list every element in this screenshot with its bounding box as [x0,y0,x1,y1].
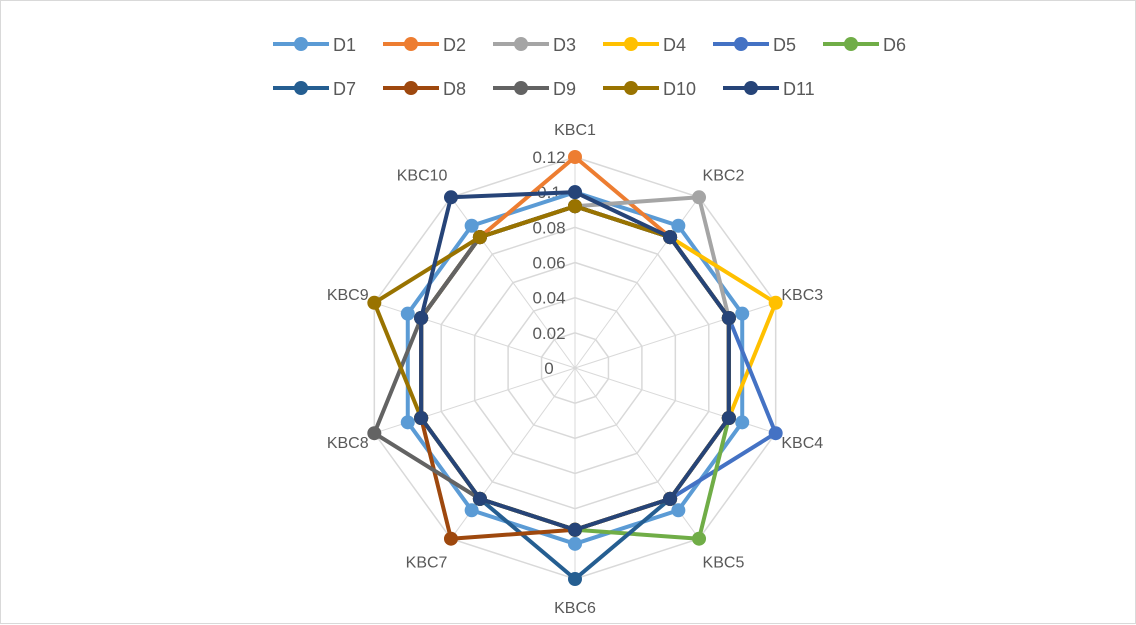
data-point [768,426,783,441]
data-point [692,531,707,546]
data-point [671,218,686,233]
legend-swatch-marker [624,81,638,95]
category-label: KBC5 [703,554,745,571]
data-point [721,311,736,326]
grid-layer [373,156,777,580]
data-point [568,185,582,200]
category-label: KBC9 [327,287,369,304]
legend-swatch-marker [294,37,308,51]
legend-label: D3 [553,35,576,55]
data-point [443,531,458,546]
data-point [692,190,707,205]
data-point [663,230,678,245]
legend-item-d5: D5 [713,35,796,55]
tick-label: 0.04 [532,289,565,308]
legend-item-d3: D3 [493,35,576,55]
legend-item-d4: D4 [603,35,686,55]
series-layer [367,150,783,586]
data-point [414,410,429,425]
legend-item-d7: D7 [273,79,356,99]
data-point [400,415,415,430]
data-point [367,426,382,441]
legend-label: D6 [883,35,906,55]
legend-swatch-marker [404,81,418,95]
legend-swatch-marker [294,81,308,95]
tick-label: 0.12 [532,148,565,167]
data-point [568,199,582,214]
legend-swatch-marker [514,81,528,95]
legend-swatch-marker [404,37,418,51]
data-point [472,230,487,245]
data-point [721,410,736,425]
legend-item-d1: D1 [273,35,356,55]
category-label: KBC7 [406,554,448,571]
legend-label: D5 [773,35,796,55]
category-label: KBC2 [703,168,745,185]
data-point [663,491,678,506]
data-point [568,150,582,164]
data-point [367,295,382,310]
legend-item-d8: D8 [383,79,466,99]
data-point [568,572,582,586]
data-point [568,522,582,537]
legend-item-d6: D6 [823,35,906,55]
legend-item-d9: D9 [493,79,576,99]
legend-label: D9 [553,79,576,99]
legend-item-d2: D2 [383,35,466,55]
data-point [443,190,458,205]
category-labels: KBC1 KBC2 KBC3 KBC4 KBC5 KBC6 KBC7 KBC8 KBC9 KBC1… [327,122,823,617]
data-point [400,306,415,321]
tick-labels: 00.020.040.060.080.10.12 [532,148,565,378]
category-label: KBC3 [781,287,823,304]
tick-label: 0.08 [532,218,565,237]
legend-item-d11: D11 [723,79,815,99]
data-point [768,295,783,310]
category-label: KBC10 [397,168,448,185]
data-point [414,311,429,326]
data-point [671,503,686,518]
data-point [472,491,487,506]
data-point [568,536,582,551]
data-point [464,503,479,518]
legend-label: D7 [333,79,356,99]
category-label: KBC4 [781,435,823,452]
legend-swatch-marker [734,37,748,51]
category-label: KBC6 [554,600,596,617]
legend-swatch-marker [744,81,758,95]
tick-label: 0.02 [532,324,565,343]
legend-label: D11 [783,79,815,99]
legend-label: D1 [333,35,356,55]
category-label: KBC8 [327,435,369,452]
data-point [735,415,750,430]
legend-label: D2 [443,35,466,55]
legend-item-d10: D10 [603,79,696,99]
legend-swatch-marker [624,37,638,51]
data-point [464,218,479,233]
category-label: KBC1 [554,122,596,139]
legend-label: D10 [663,79,696,99]
tick-label: 0 [544,359,553,378]
legend-label: D4 [663,35,686,55]
legend-label: D8 [443,79,466,99]
legend-swatch-marker [844,37,858,51]
data-point [735,306,750,321]
series-d11 [414,185,736,537]
legend: D1 D2 D3 D4 D5 D6 D7 D8 D9 D10 D11 [273,35,906,99]
legend-swatch-marker [514,37,528,51]
tick-label: 0.06 [532,254,565,273]
